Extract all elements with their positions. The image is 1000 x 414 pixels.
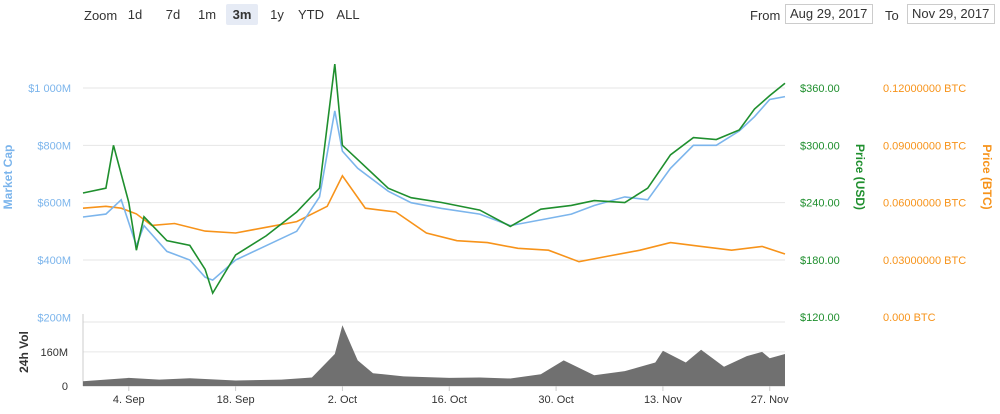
zoom-label: Zoom [84,8,118,23]
zoom-1d-button[interactable]: 1d [127,7,143,22]
usd-tick-label: $360.00 [800,83,840,95]
market-cap-tick-label: $400M [37,255,71,267]
market-cap-tick-label: $1 000M [28,83,71,95]
market-cap-tick-label: $800M [37,140,71,152]
to-date-input[interactable] [907,4,995,24]
btc-tick-label: 0.000 BTC [883,312,936,324]
usd-tick-label: $180.00 [800,255,840,267]
btc-tick-label: 0.03000000 BTC [883,255,966,267]
grid-lines [82,87,785,387]
zoom-all-button[interactable]: ALL [336,7,360,22]
x-tick-label: 4. Sep [113,394,145,406]
x-tick-label: 13. Nov [644,394,682,406]
x-tick-label: 16. Oct [432,394,467,406]
market-cap-tick-label: $200M [37,312,71,324]
series-price-usd [82,64,786,296]
volume-tick-label: 0 [62,381,68,393]
chart-toolbar: Zoom 1d 7d 1m 3m 1y YTD ALL From To [0,0,1000,30]
series-volume [83,325,785,386]
x-tick-label: 27. Nov [751,394,789,406]
btc-tick-label: 0.06000000 BTC [883,198,966,210]
x-tick-label: 2. Oct [328,394,357,406]
volume-tick-label: 160M [40,347,68,359]
zoom-ytd-button[interactable]: YTD [298,7,324,22]
usd-tick-label: $240.00 [800,198,840,210]
from-label: From [750,8,781,23]
zoom-3m-button[interactable]: 3m [226,4,258,25]
btc-tick-label: 0.12000000 BTC [883,83,966,95]
axis-ticks: $200M $400M $600M $800M $1 000M $120.00 $180.0… [28,83,966,406]
series-price-btc [82,174,786,263]
series-layer [82,64,786,386]
to-label: To [885,8,899,23]
market-cap-tick-label: $600M [37,198,71,210]
usd-axis-title: Price (USD) [853,144,867,210]
zoom-1m-button[interactable]: 1m [197,7,217,22]
from-date-input[interactable] [785,4,873,24]
volume-axis-title: 24h Vol [17,331,31,373]
btc-tick-label: 0.09000000 BTC [883,140,966,152]
zoom-7d-button[interactable]: 7d [165,7,181,22]
x-tick-label: 18. Sep [217,394,255,406]
usd-tick-label: $120.00 [800,312,840,324]
zoom-1y-button[interactable]: 1y [270,7,284,22]
series-market-cap [82,95,786,282]
x-tick-label: 30. Oct [538,394,573,406]
usd-tick-label: $300.00 [800,140,840,152]
btc-axis-title: Price (BTC) [980,144,994,209]
market-cap-axis-title: Market Cap [1,145,15,210]
